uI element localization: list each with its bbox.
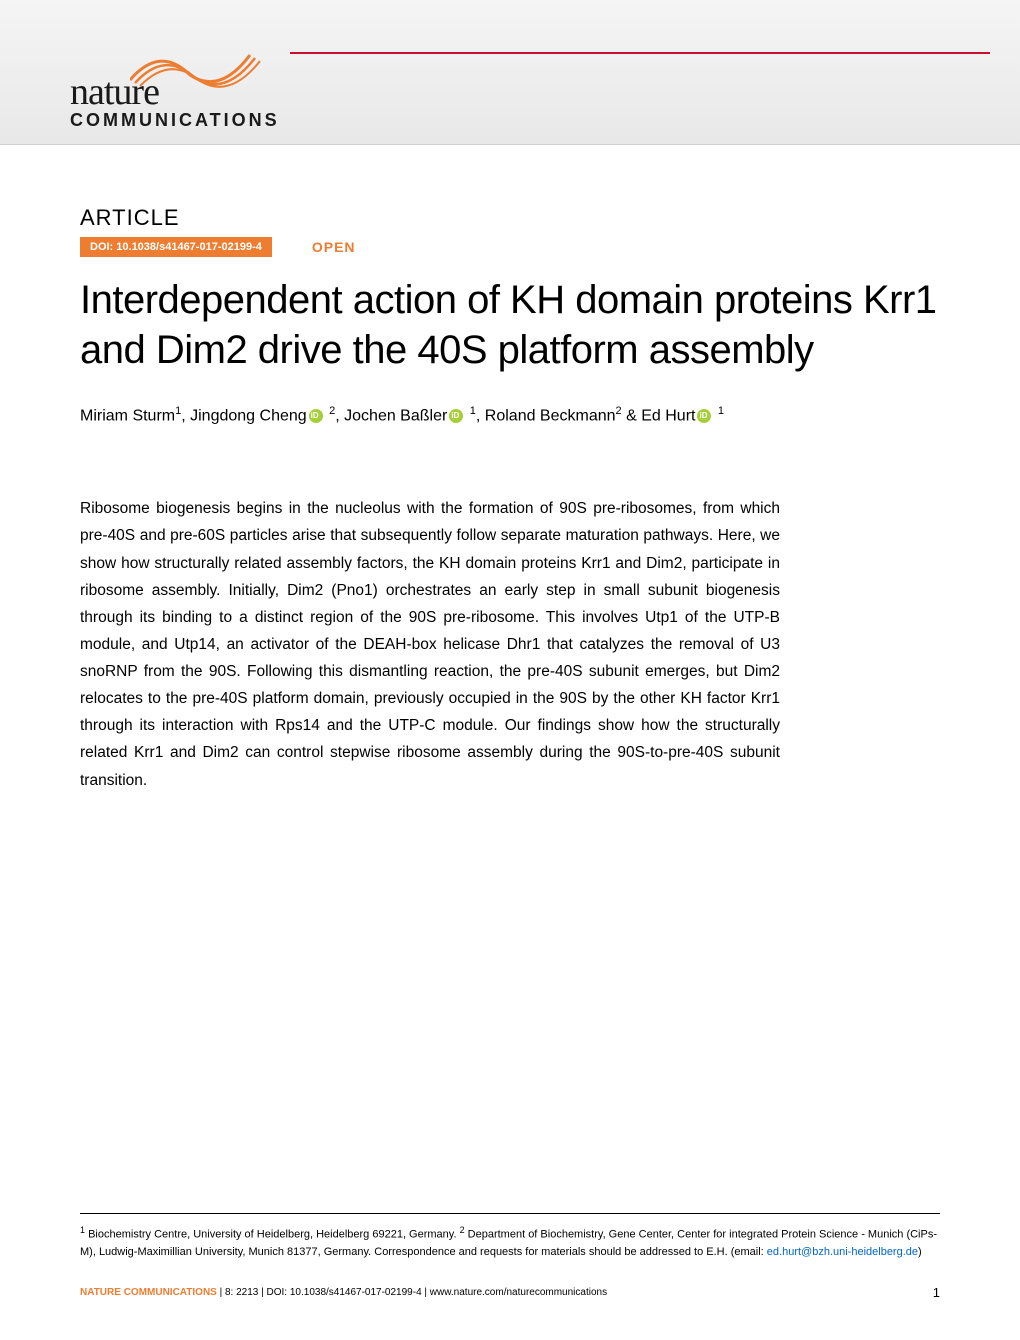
journal-logo: nature COMMUNICATIONS [70,15,370,125]
doi-badge: DOI: 10.1038/s41467-017-02199-4 [80,237,272,257]
brand-name-top: nature [70,70,159,114]
open-access-badge: OPEN [312,239,356,255]
brand-name-bottom: COMMUNICATIONS [70,110,280,131]
journal-name: NATURE COMMUNICATIONS [80,1287,217,1298]
citation-details: | 8: 2213 | DOI: 10.1038/s41467-017-0219… [217,1287,607,1298]
journal-header-band: nature COMMUNICATIONS [0,0,1020,145]
header-red-line [290,52,990,54]
authors-line: Miriam Sturm1, Jingdong Cheng 2, Jochen … [80,405,940,425]
page-number: 1 [933,1285,940,1300]
article-title: Interdependent action of KH domain prote… [80,275,940,375]
article-content: ARTICLE DOI: 10.1038/s41467-017-02199-4 … [0,145,1020,794]
abstract-text: Ribosome biogenesis begins in the nucleo… [80,495,780,793]
footer-divider [80,1213,940,1214]
page-footer: 1 Biochemistry Centre, University of Hei… [80,1213,940,1300]
doi-row: DOI: 10.1038/s41467-017-02199-4 OPEN [80,237,940,257]
citation-line: NATURE COMMUNICATIONS | 8: 2213 | DOI: 1… [80,1285,940,1300]
article-type-label: ARTICLE [80,205,940,231]
citation-text: NATURE COMMUNICATIONS | 8: 2213 | DOI: 1… [80,1287,607,1298]
affiliations-text: 1 Biochemistry Centre, University of Hei… [80,1224,940,1260]
